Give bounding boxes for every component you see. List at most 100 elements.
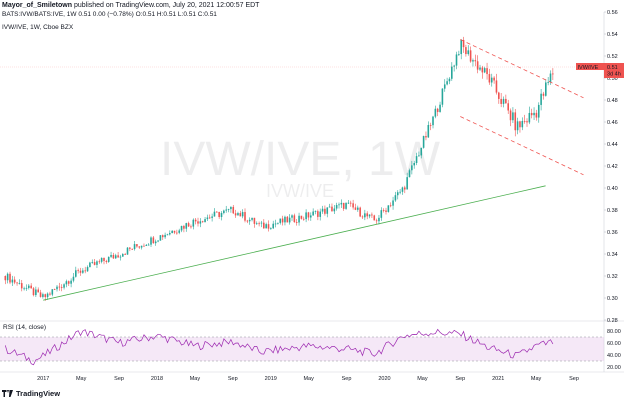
candle-body bbox=[213, 211, 216, 217]
price-tick-label: 0.32 bbox=[607, 274, 618, 280]
price-tick-label: 0.54 bbox=[607, 32, 618, 38]
last-price-value: 0.51 bbox=[607, 65, 618, 71]
candle-body bbox=[420, 147, 423, 156]
candle-body bbox=[51, 289, 54, 295]
candle-body bbox=[340, 202, 343, 205]
candle-body bbox=[246, 220, 249, 222]
candle-body bbox=[84, 270, 87, 272]
candle-body bbox=[375, 220, 378, 222]
candle-body bbox=[361, 216, 364, 218]
candle-body bbox=[39, 292, 42, 297]
time-tick-label: May bbox=[76, 376, 87, 382]
candle-body bbox=[507, 103, 510, 111]
candle-body bbox=[483, 68, 486, 73]
candle-body bbox=[225, 209, 228, 211]
candle-body bbox=[82, 270, 84, 273]
candle-body bbox=[44, 294, 47, 298]
candle-body bbox=[6, 273, 9, 281]
candle-body bbox=[321, 208, 324, 212]
candle-body bbox=[498, 92, 500, 99]
watermark-main: IVW/IVE, 1W bbox=[160, 133, 441, 186]
candle-body bbox=[509, 110, 512, 121]
candle-body bbox=[378, 217, 380, 222]
candle-body bbox=[387, 205, 390, 212]
candle-body bbox=[274, 223, 277, 225]
candle-body bbox=[154, 241, 157, 244]
candle-body bbox=[11, 279, 14, 283]
candle-body bbox=[319, 211, 322, 217]
candle-body bbox=[67, 281, 70, 284]
channel-lower-line bbox=[460, 116, 584, 176]
candle-body bbox=[96, 261, 98, 265]
candle-body bbox=[528, 112, 531, 123]
candle-body bbox=[255, 223, 258, 225]
candle-body bbox=[114, 255, 117, 259]
candle-body bbox=[263, 222, 265, 229]
time-tick-label: Sep bbox=[455, 376, 465, 382]
symbol-line: BATS:IVW/BATS:IVE, 1W bbox=[2, 11, 77, 18]
price-tick-label: 0.48 bbox=[607, 98, 618, 104]
time-tick-label: Sep bbox=[342, 376, 352, 382]
author-name[interactable]: Mayor_of_Smiletown bbox=[2, 2, 73, 9]
candle-body bbox=[385, 210, 387, 212]
candle-body bbox=[16, 282, 18, 284]
candle-body bbox=[147, 244, 150, 246]
candle-body bbox=[218, 211, 220, 217]
candle-body bbox=[328, 206, 331, 208]
candle-body bbox=[208, 217, 211, 219]
candle-body bbox=[364, 213, 366, 218]
candle-body bbox=[455, 54, 458, 66]
price-tick-label: 0.50 bbox=[607, 76, 618, 82]
candle-body bbox=[542, 93, 545, 96]
candle-body bbox=[28, 285, 30, 288]
candle-body bbox=[192, 219, 195, 227]
candle-body bbox=[533, 112, 535, 116]
rsi-band bbox=[0, 337, 604, 361]
candle-body bbox=[422, 136, 425, 148]
candle-body bbox=[392, 200, 394, 206]
publish-line: Mayor_of_Smiletown published on TradingV… bbox=[2, 2, 259, 9]
candle-body bbox=[279, 218, 282, 223]
candle-body bbox=[418, 155, 420, 157]
candle-body bbox=[164, 234, 166, 238]
candle-body bbox=[326, 207, 329, 214]
candle-body bbox=[150, 237, 152, 245]
candle-body bbox=[93, 262, 96, 265]
candle-body bbox=[314, 211, 317, 212]
tradingview-logo-icon bbox=[2, 390, 13, 397]
candle-body bbox=[270, 228, 272, 230]
candle-body bbox=[157, 240, 159, 242]
price-tick-label: 0.36 bbox=[607, 230, 618, 236]
candle-body bbox=[199, 221, 202, 224]
candle-body bbox=[500, 98, 502, 104]
candle-body bbox=[366, 213, 369, 217]
candle-body bbox=[476, 61, 479, 70]
price-tick-label: 0.28 bbox=[607, 318, 618, 324]
candle-body bbox=[248, 219, 251, 222]
candle-body bbox=[126, 247, 129, 255]
candle-body bbox=[333, 208, 336, 212]
tradingview-footer[interactable]: TradingView bbox=[2, 389, 60, 398]
price-tick-label: 0.42 bbox=[607, 164, 618, 170]
last-price-tag bbox=[604, 63, 624, 78]
candle-body bbox=[310, 215, 312, 218]
candle-body bbox=[152, 237, 155, 244]
candle-body bbox=[166, 234, 169, 236]
candle-body bbox=[545, 82, 547, 96]
candle-body bbox=[399, 191, 401, 193]
candle-body bbox=[53, 289, 56, 291]
candle-body bbox=[63, 284, 65, 288]
candle-body bbox=[338, 204, 340, 206]
candle-body bbox=[161, 235, 164, 238]
candle-body bbox=[413, 162, 416, 166]
candle-body bbox=[173, 230, 176, 233]
candle-body bbox=[75, 270, 77, 277]
candle-body bbox=[519, 121, 521, 128]
candle-body bbox=[107, 256, 110, 262]
candle-body bbox=[439, 104, 441, 112]
candle-body bbox=[185, 223, 188, 229]
candle-body bbox=[526, 121, 528, 123]
candle-body bbox=[300, 215, 303, 219]
candle-body bbox=[211, 216, 213, 218]
